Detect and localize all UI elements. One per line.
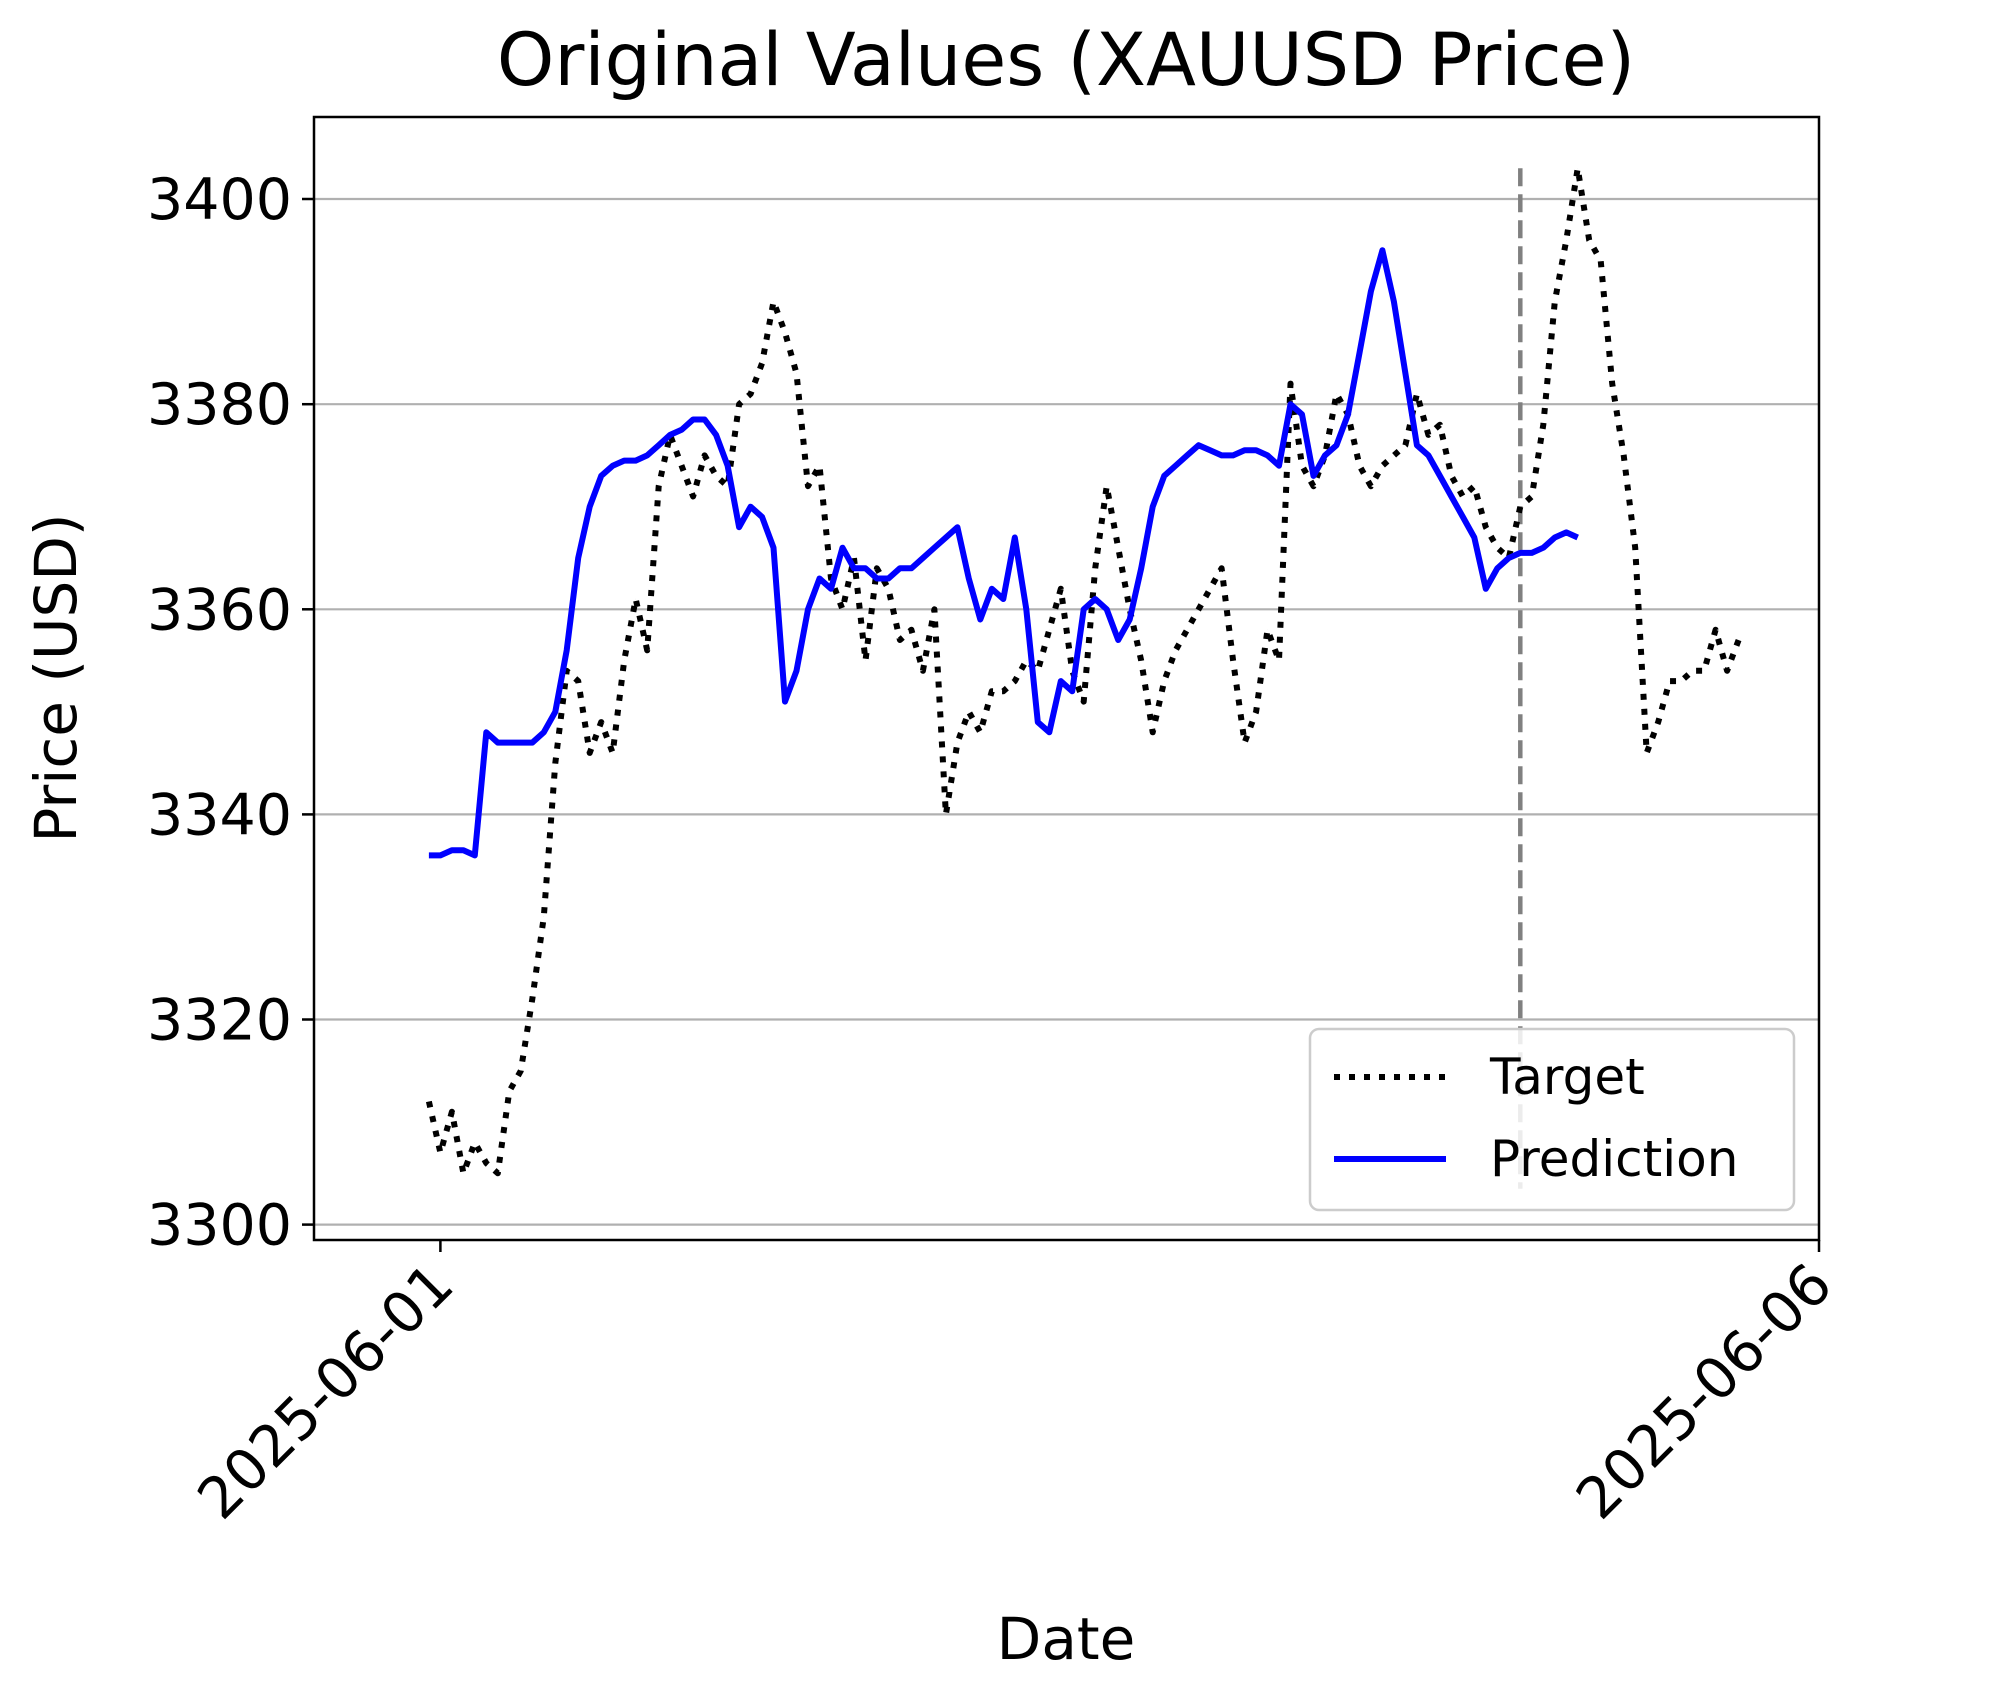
series-group <box>425 165 1742 1177</box>
y-axis-label: Price (USD) <box>22 513 90 842</box>
legend-label-prediction: Prediction <box>1490 1130 1738 1188</box>
series-points-target <box>428 168 1739 1174</box>
y-tick-label: 3380 <box>147 372 292 438</box>
legend-label-target: Target <box>1489 1048 1645 1106</box>
plot-area-frame <box>312 115 1821 1242</box>
chart-title: Original Values (XAUUSD Price) <box>497 18 1635 103</box>
y-tick-label: 3320 <box>147 988 292 1054</box>
series-points-prediction <box>428 250 1578 856</box>
x-axis-label: Date <box>997 1605 1136 1673</box>
legend-box <box>1308 1027 1796 1212</box>
y-tick-label: 3340 <box>147 782 292 848</box>
y-tick-label: 3300 <box>147 1193 292 1259</box>
y-axis-ticks: 3300 3320 3340 3360 3380 3400 <box>147 167 314 1259</box>
y-tick-label: 3400 <box>147 167 292 233</box>
y-tick-label: 3360 <box>147 577 292 643</box>
legend: Target Prediction <box>1308 1027 1796 1212</box>
gridlines <box>314 197 1819 1226</box>
